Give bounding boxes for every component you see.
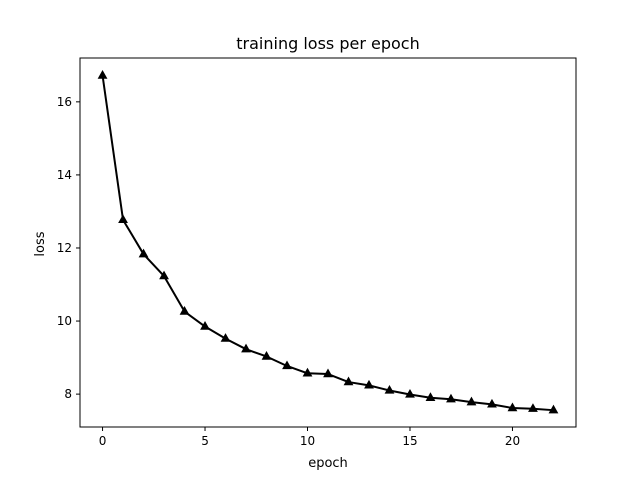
data-point-marker xyxy=(220,333,231,342)
x-tick-label: 15 xyxy=(402,434,417,448)
data-point-marker xyxy=(405,388,415,398)
data-point-marker xyxy=(159,270,169,280)
data-point-marker xyxy=(364,379,374,389)
loss-line xyxy=(101,75,554,412)
y-tick-label: 16 xyxy=(57,95,72,109)
y-tick-label: 8 xyxy=(64,387,72,401)
x-tick-label: 5 xyxy=(201,434,209,448)
data-point-marker xyxy=(487,398,497,408)
y-tick-label: 10 xyxy=(57,314,72,328)
data-point-marker xyxy=(528,403,538,412)
x-axis-label: epoch xyxy=(308,456,348,471)
x-tick-label: 0 xyxy=(99,434,107,448)
data-point-marker xyxy=(282,360,292,370)
data-point-marker xyxy=(97,70,108,79)
y-tick-label: 14 xyxy=(57,168,72,182)
data-point-marker xyxy=(261,350,272,360)
data-point-marker xyxy=(200,321,210,330)
axis-ticks: 0 5 10 15 20 8 10 12 14 16 xyxy=(57,95,520,448)
data-point-marker xyxy=(384,384,395,394)
data-point-marker xyxy=(466,396,477,406)
chart-title: training loss per epoch xyxy=(236,34,419,53)
x-tick-label: 20 xyxy=(505,434,520,448)
data-point-marker xyxy=(507,402,518,412)
data-point-marker xyxy=(548,404,559,414)
data-point-marker xyxy=(446,393,456,403)
plot-area-frame xyxy=(79,57,577,428)
y-axis-label: loss xyxy=(33,231,48,256)
data-point-marker xyxy=(343,376,354,386)
data-point-marker xyxy=(179,306,190,315)
data-point-marker xyxy=(323,368,333,378)
data-point-marker xyxy=(118,214,128,224)
data-point-marker xyxy=(241,343,251,353)
x-tick-label: 10 xyxy=(300,434,315,448)
data-point-marker xyxy=(138,248,149,258)
data-point-marker xyxy=(302,367,313,377)
data-point-marker xyxy=(425,392,436,401)
series-layer xyxy=(97,70,559,414)
y-tick-label: 12 xyxy=(57,241,72,255)
